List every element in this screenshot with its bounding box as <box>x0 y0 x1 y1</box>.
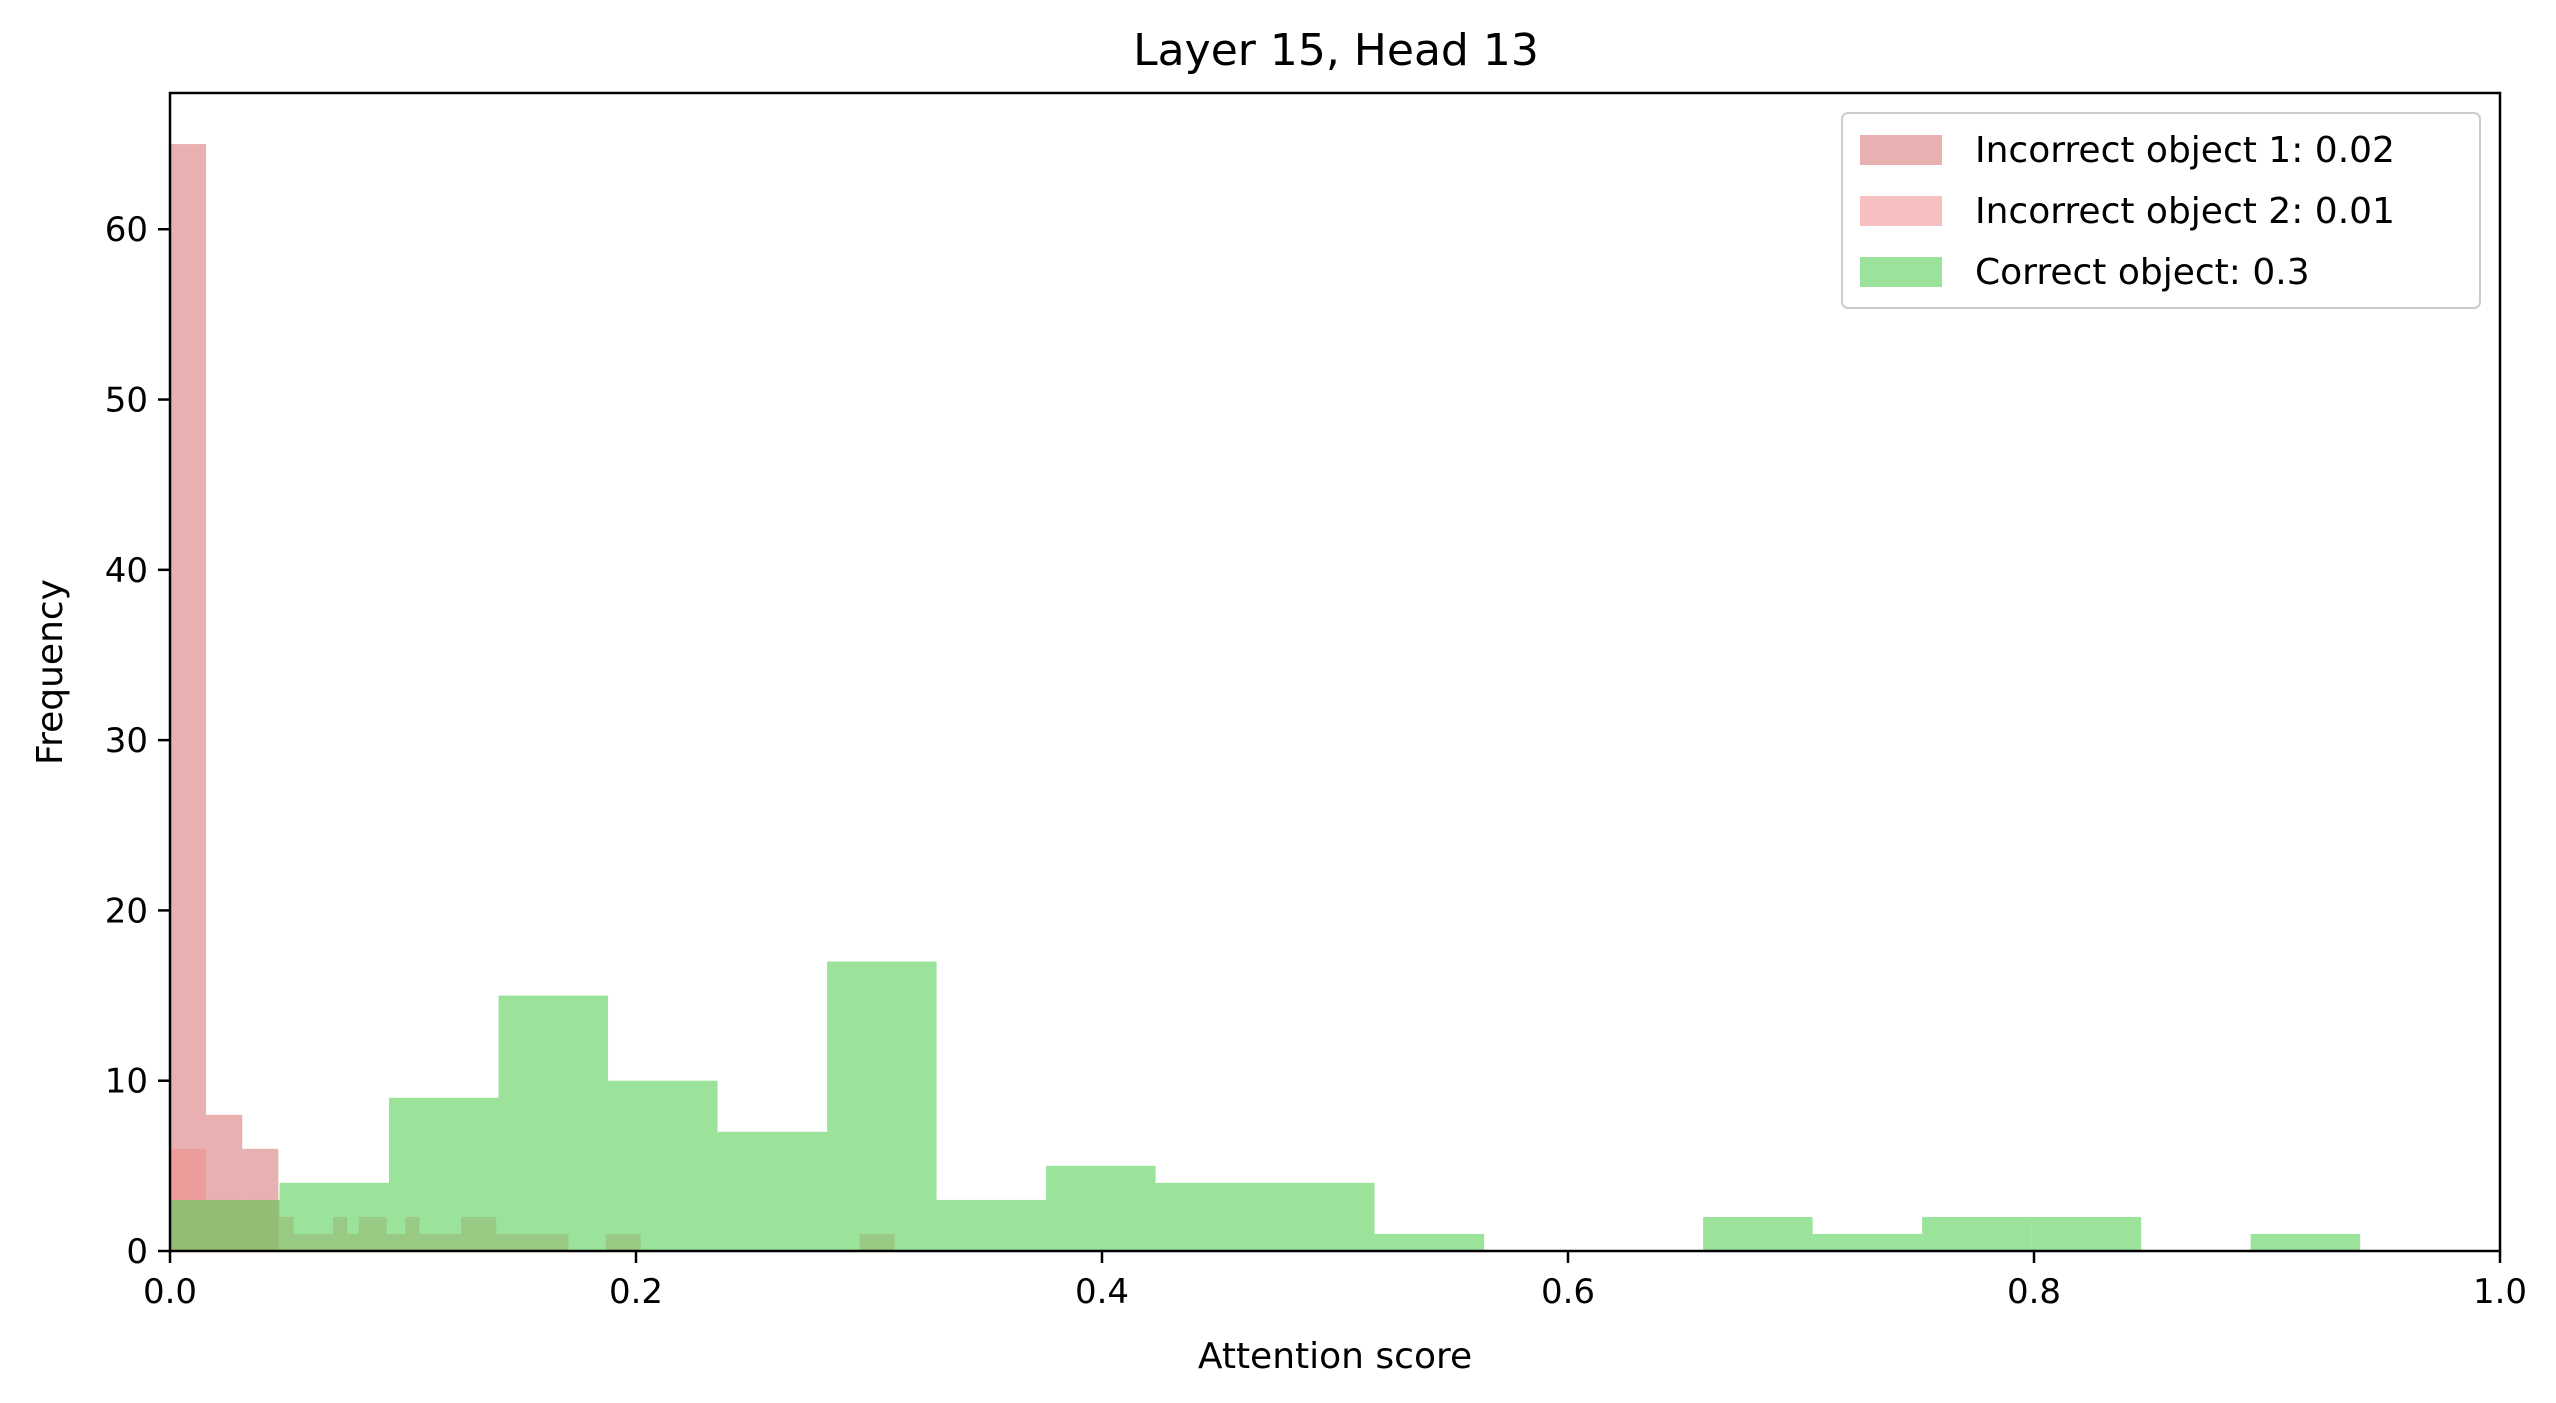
legend-label: Incorrect object 2: 0.01 <box>1975 191 2395 232</box>
histogram-bar <box>389 1097 499 1251</box>
x-axis-ticks: 0.0 0.2 0.4 0.6 0.8 1.0 <box>143 1251 2527 1312</box>
x-tick-label: 0.4 <box>1075 1272 1129 1312</box>
y-axis-ticks: 0 10 20 30 40 50 60 <box>105 210 170 1272</box>
x-axis-label: Attention score <box>1198 1336 1472 1377</box>
x-tick-label: 0.6 <box>1541 1272 1595 1312</box>
histogram-bar <box>936 1199 1047 1251</box>
y-tick-label: 60 <box>105 210 148 250</box>
histogram-bar <box>2031 1216 2142 1251</box>
legend-swatch <box>1860 257 1942 287</box>
y-tick-label: 50 <box>105 381 148 421</box>
legend-label: Incorrect object 1: 0.02 <box>1975 130 2395 171</box>
histogram-bar <box>2250 1233 2361 1251</box>
histogram-bar <box>1265 1182 1375 1251</box>
histogram-bar <box>1155 1182 1266 1251</box>
y-tick-label: 30 <box>105 721 148 761</box>
x-tick-label: 0.2 <box>609 1272 663 1312</box>
legend-swatch <box>1860 135 1942 165</box>
bars-layer <box>170 144 2361 1251</box>
histogram-bar <box>1812 1233 1923 1251</box>
series-1 <box>170 144 279 1251</box>
histogram-bar <box>827 961 937 1251</box>
y-tick-label: 10 <box>105 1062 148 1102</box>
x-tick-label: 1.0 <box>2473 1272 2527 1312</box>
legend-swatch <box>1860 196 1942 226</box>
chart-title: Layer 15, Head 13 <box>1133 25 1539 76</box>
y-tick-label: 20 <box>105 891 148 931</box>
histogram-bar <box>608 1080 718 1251</box>
histogram-bar <box>717 1131 828 1251</box>
histogram-bar <box>170 1199 280 1251</box>
legend: Incorrect object 1: 0.02 Incorrect object… <box>1841 112 2481 309</box>
series-3 <box>170 961 2361 1251</box>
plot-frame <box>168 91 2502 1253</box>
histogram-bar <box>1374 1233 1485 1251</box>
legend-label: Correct object: 0.3 <box>1975 252 2310 293</box>
y-tick-label: 0 <box>126 1232 148 1272</box>
histogram-bar <box>1046 1165 1156 1251</box>
histogram-bar <box>170 144 207 1251</box>
legend-box <box>1841 112 2481 309</box>
histogram-bar <box>1703 1216 1813 1251</box>
histogram-bar <box>1922 1216 2032 1251</box>
x-tick-label: 0.8 <box>2007 1272 2061 1312</box>
y-tick-label: 40 <box>105 551 148 591</box>
x-tick-label: 0.0 <box>143 1272 197 1312</box>
histogram-bar <box>279 1182 390 1251</box>
y-axis-label: Frequency <box>30 579 71 765</box>
histogram-bar <box>498 995 609 1251</box>
